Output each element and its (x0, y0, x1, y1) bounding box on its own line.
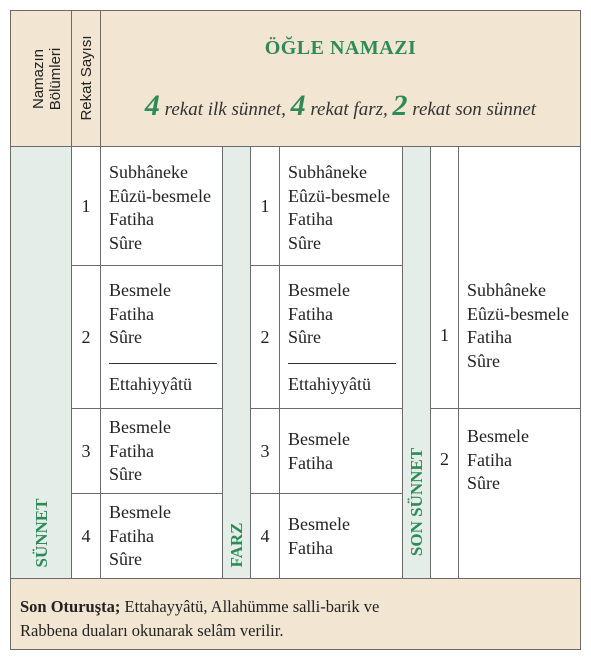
divider (109, 363, 217, 364)
footer-bold: Son Oturuşta; (20, 597, 121, 616)
farz-rekat-1: 1 (250, 146, 280, 266)
divider (288, 363, 396, 364)
rekat-number: 4 (260, 526, 270, 546)
content-line: Besmele (109, 417, 171, 437)
sunnet-section: SÜNNET (10, 146, 72, 579)
footer-line-1: Son Oturuşta; Ettahayyâtü, Allahümme sal… (20, 595, 580, 619)
son-sunnet-rekat-1: 1 (430, 146, 459, 409)
content-line: Besmele (288, 280, 350, 300)
sunnet-rekat-1: 1 (71, 146, 101, 266)
content-line: Besmele (109, 502, 171, 522)
content-line: Sûre (467, 350, 500, 371)
content-line: Fatiha (467, 327, 512, 347)
col1-label-line1: Namazın (30, 48, 47, 110)
content-line: Besmele (109, 280, 171, 300)
son-sunnet-label: SON SÜNNET (407, 447, 426, 557)
sunnet-content-3: Besmele Fatiha Sûre (100, 408, 223, 494)
content-line: Besmele (467, 426, 529, 446)
farz-content-1: Subhâneke Eûzü-besmele Fatiha Sûre (279, 146, 403, 266)
farz-label: FARZ (227, 522, 246, 568)
sunnet-rekat-3: 3 (71, 408, 101, 494)
rekat-number: 1 (440, 325, 449, 345)
content-line: Fatiha (288, 452, 333, 473)
farz-content-4: Besmele Fatiha (279, 493, 403, 579)
sunnet-content-2: Besmele Fatiha Sûre Ettahiyyâtü (100, 265, 223, 409)
rekat-number: 2 (81, 327, 91, 347)
farz-rekat-4: 4 (250, 493, 280, 579)
content-line: Besmele (288, 429, 350, 449)
content-line: Fatiha (467, 449, 512, 470)
sunnet-rekat-2: 2 (71, 265, 101, 409)
sunnet-label: SÜNNET (32, 498, 51, 568)
rekat-number: 1 (81, 196, 91, 216)
rekat-number: 2 (260, 327, 270, 347)
rekat-number: 3 (81, 441, 91, 461)
header-col2: Rekat Sayısı (71, 10, 101, 147)
content-line: Sûre (109, 549, 142, 569)
subtitle-text-3: rekat son sünnet (407, 99, 537, 120)
content-line: Sûre (109, 464, 142, 484)
farz-rekat-2: 2 (250, 265, 280, 409)
content-line: Subhâneke (288, 162, 367, 182)
farz-section: FARZ (222, 146, 251, 579)
content-line: Fatiha (109, 303, 154, 324)
footer-line-2: Rabbena duaları okunarak selâm verilir. (20, 621, 284, 640)
content-line: Fatiha (109, 525, 154, 546)
sunnet-rekat-4: 4 (71, 493, 101, 579)
col2-label: Rekat Sayısı (78, 35, 95, 121)
content-line: Eûzü-besmele (288, 185, 390, 206)
content-line: Besmele (288, 514, 350, 534)
content-line: Sûre (288, 327, 321, 347)
sunnet-content-1: Subhâneke Eûzü-besmele Fatiha Sûre (100, 146, 223, 266)
col1-label-line2: Bölümleri (47, 47, 64, 111)
content-line: Fatiha (288, 209, 333, 229)
farz-content-2: Besmele Fatiha Sûre Ettahiyyâtü (279, 265, 403, 409)
col1-label: Namazın Bölümleri (30, 10, 64, 148)
content-line: Subhâneke (109, 162, 188, 182)
son-sunnet-content-2: Besmele Fatiha Sûre (458, 408, 581, 579)
content-line: Sûre (109, 232, 142, 253)
content-line: Fatiha (288, 303, 333, 324)
content-line: Sûre (467, 473, 500, 493)
subtitle-count-1: 4 (144, 89, 160, 122)
footer-text-1: Ettahayyâtü, Allahümme salli-barik ve (120, 597, 380, 616)
content-line-after: Ettahiyyâtü (288, 374, 371, 394)
son-sunnet-content-1: Subhâneke Eûzü-besmele Fatiha Sûre (458, 146, 581, 409)
subtitle: 4 rekat ilk sünnet, 4 rekat farz, 2 reka… (101, 89, 580, 123)
subtitle-count-2: 4 (290, 89, 306, 122)
content-line: Fatiha (109, 440, 154, 461)
rekat-number: 1 (260, 196, 270, 216)
farz-rekat-3: 3 (250, 408, 280, 494)
son-sunnet-rekat-2: 2 (430, 408, 459, 579)
content-line: Subhâneke (467, 280, 546, 300)
rekat-number: 3 (260, 441, 270, 461)
content-line: Sûre (109, 327, 142, 347)
footer-note: Son Oturuşta; Ettahayyâtü, Allahümme sal… (10, 578, 581, 650)
subtitle-text-1: rekat ilk sünnet, (159, 99, 291, 120)
content-line: Fatiha (288, 537, 333, 558)
page-title: ÖĞLE NAMAZI (264, 37, 417, 59)
farz-content-3: Besmele Fatiha (279, 408, 403, 494)
son-sunnet-section: SON SÜNNET (402, 146, 431, 579)
subtitle-text-2: rekat farz, (305, 99, 393, 120)
content-line: Fatiha (109, 209, 154, 229)
sunnet-content-4: Besmele Fatiha Sûre (100, 493, 223, 579)
rekat-number: 4 (81, 526, 91, 546)
rekat-number: 2 (440, 449, 449, 469)
content-line: Eûzü-besmele (467, 303, 569, 324)
content-line: Eûzü-besmele (109, 185, 211, 206)
content-line-after: Ettahiyyâtü (109, 374, 192, 394)
content-line: Sûre (288, 232, 321, 253)
header-col1: Namazın Bölümleri (10, 10, 72, 147)
subtitle-count-3: 2 (392, 89, 408, 122)
header-title-cell: ÖĞLE NAMAZI 4 rekat ilk sünnet, 4 rekat … (100, 10, 581, 147)
